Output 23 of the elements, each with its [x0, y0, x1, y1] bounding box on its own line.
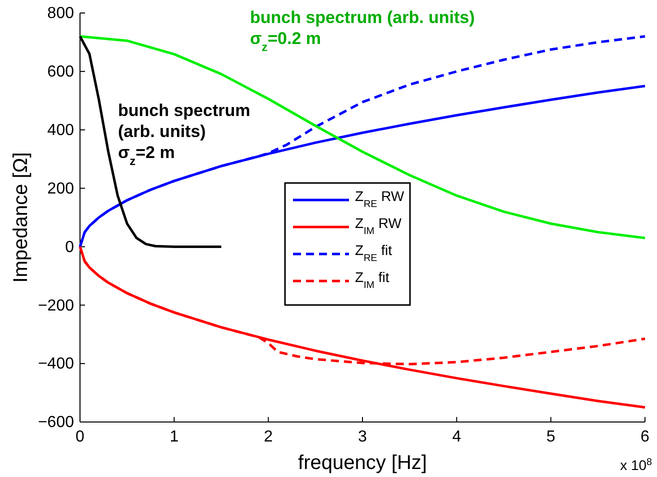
x-tick-label: 2 [264, 428, 273, 446]
annotation: bunch spectrum (arb. units) σ$_{z}$=2 m [118, 101, 250, 168]
x-tick-label: 5 [546, 428, 556, 446]
legend-label: Z$_{RE}$ fit [355, 242, 392, 264]
x-tick-label: 6 [640, 428, 650, 446]
y-tick-label: 0 [65, 238, 74, 256]
y-tick-label: −400 [38, 356, 74, 373]
legend-label: Z$_{RE}$ RW [355, 188, 405, 210]
x-tick-label: 1 [170, 428, 179, 446]
legend-label: Z$_{IM}$ RW [355, 215, 402, 236]
annotation: bunch spectrum (arb. units) σ$_{z}$=0.2 m [250, 8, 475, 54]
text: x 10$^{8}$ [620, 456, 653, 473]
y-tick-label: 600 [47, 64, 74, 81]
x-tick-label: 3 [358, 428, 368, 446]
y-axis-title: Impedance [Ω] [10, 152, 32, 283]
x-axis-title: frequency [Hz] [298, 452, 427, 474]
legend-label: Z$_{IM}$ fit [355, 269, 390, 290]
x-tick-label: 4 [452, 428, 462, 446]
y-tick-label: −600 [38, 414, 74, 432]
y-tick-label: −200 [38, 297, 74, 314]
y-tick-label: 400 [47, 122, 74, 139]
y-tick-label: 800 [47, 5, 74, 22]
y-tick-label: 200 [47, 180, 74, 198]
